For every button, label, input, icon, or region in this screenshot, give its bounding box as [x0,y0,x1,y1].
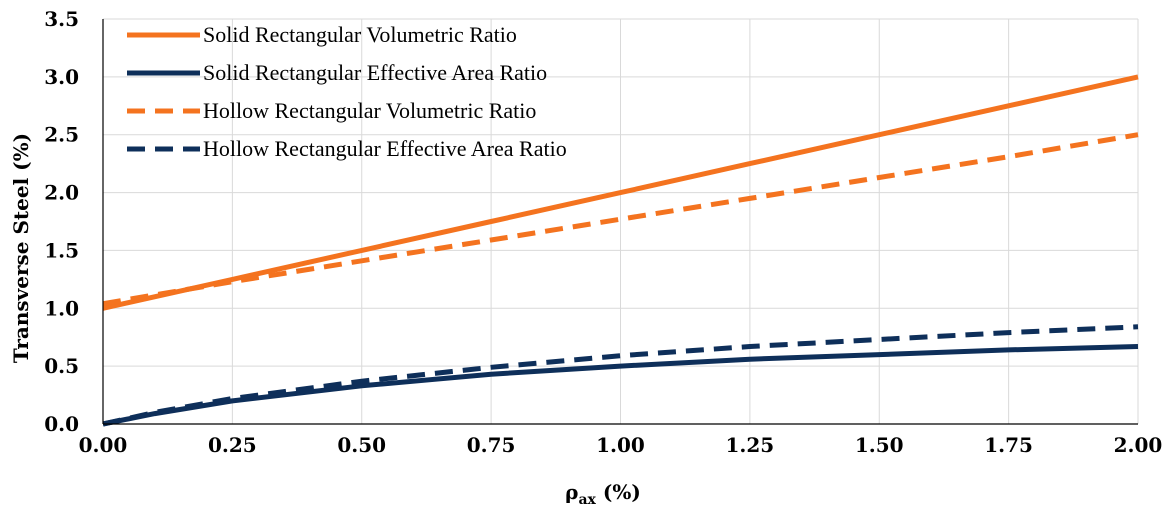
axes [102,19,1138,425]
legend-label-3: Hollow Rectangular Volumetric Ratio [203,98,536,123]
gridlines [103,18,1139,424]
series-line-4 [102,324,1139,427]
y-tick-label: 3.5 [44,7,79,31]
x-axis-title: ρax (%) [565,480,641,508]
y-tick-label: 2.5 [44,123,79,147]
x-tick-label: 0.00 [79,433,128,457]
x-axis-unit: (%) [596,480,641,504]
x-tick-label: 1.75 [984,433,1033,457]
x-tick-label: 0.50 [337,433,386,457]
series-line-1 [102,74,1139,311]
y-tick-label: 1.5 [44,238,79,262]
series-lines [102,74,1139,427]
x-tick-label: 2.00 [1114,433,1163,457]
y-tick-labels: 0.0 0.5 1.0 1.5 2.0 2.5 3.0 3.5 [44,7,79,436]
x-tick-labels: 0.00 0.25 0.50 0.75 1.00 1.25 1.50 1.75 2.00 [79,433,1163,457]
y-axis-title: Transverse Steel (%) [9,133,33,363]
legend: Solid Rectangular Volumetric Ratio Solid … [127,22,567,161]
y-tick-label: 2.0 [44,181,79,205]
x-tick-label: 0.75 [467,433,516,457]
y-tick-label: 0.5 [44,354,79,378]
x-tick-label: 1.00 [596,433,645,457]
series-line-3 [102,132,1139,307]
y-tick-label: 0.0 [44,412,79,436]
x-axis-subscript: ax [578,492,596,508]
y-tick-label: 1.0 [44,296,79,320]
legend-label-2: Solid Rectangular Effective Area Ratio [203,60,547,85]
x-tick-label: 1.50 [855,433,904,457]
x-tick-label: 0.25 [208,433,257,457]
x-axis-symbol: ρ [565,480,578,504]
y-tick-label: 3.0 [44,65,79,89]
legend-label-4: Hollow Rectangular Effective Area Ratio [203,136,567,161]
legend-label-1: Solid Rectangular Volumetric Ratio [203,22,517,47]
x-tick-label: 1.25 [726,433,775,457]
